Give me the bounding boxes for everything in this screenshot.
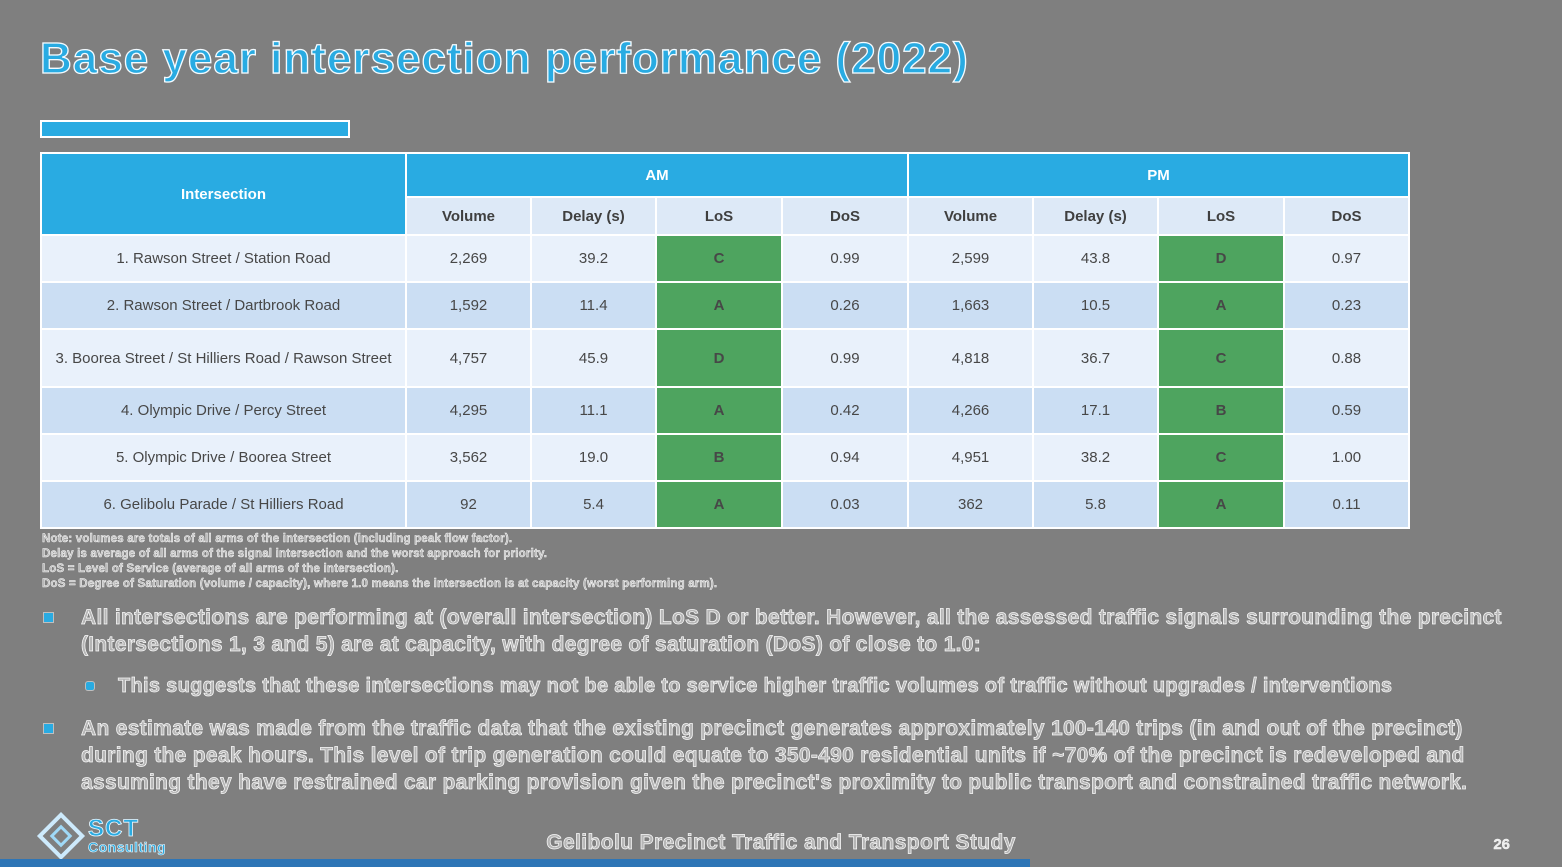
bullet-icon	[44, 724, 53, 733]
cell-pm-dos: 0.11	[1283, 480, 1411, 529]
table-row: 5. Olympic Drive / Boorea Street 3,562 1…	[40, 433, 1411, 482]
cell-pm-los: A	[1157, 480, 1286, 529]
cell-pm-dos: 0.97	[1283, 234, 1411, 283]
footnote-line: DoS = Degree of Saturation (volume / cap…	[42, 578, 718, 591]
cell-pm-volume: 2,599	[907, 234, 1035, 283]
cell-am-los: A	[655, 281, 783, 330]
footnote-line: LoS = Level of Service (average of all a…	[42, 563, 399, 576]
cell-pm-volume: 4,818	[907, 328, 1035, 388]
cell-pm-delay: 43.8	[1032, 234, 1160, 283]
cell-pm-volume: 362	[907, 480, 1035, 529]
cell-pm-delay: 38.2	[1032, 433, 1160, 482]
cell-am-los: B	[655, 433, 783, 482]
cell-am-delay: 11.4	[530, 281, 657, 330]
cell-pm-los: C	[1157, 328, 1286, 388]
cell-am-volume: 1,592	[405, 281, 532, 330]
cell-am-los: C	[655, 234, 783, 283]
cell-pm-dos: 0.88	[1283, 328, 1411, 388]
sub-bullet-icon	[86, 682, 94, 690]
cell-am-delay: 5.4	[530, 480, 657, 529]
cell-intersection: 1. Rawson Street / Station Road	[40, 234, 407, 283]
title-accent-bar	[40, 120, 350, 138]
list-item: An estimate was made from the traffic da…	[40, 715, 1532, 796]
column-header-am-los: LoS	[655, 196, 783, 236]
list-item: All intersections are performing at (ove…	[40, 604, 1532, 658]
sub-bullet-text: This suggests that these intersections m…	[118, 675, 1393, 698]
cell-am-delay: 19.0	[530, 433, 657, 482]
bullet-text: All intersections are performing at (ove…	[81, 606, 1502, 657]
cell-am-dos: 0.99	[780, 328, 910, 388]
intersection-performance-table: Intersection AM PM Volume Delay (s) LoS …	[40, 152, 1411, 529]
column-header-pm-delay: Delay (s)	[1032, 196, 1160, 236]
footnote-line: Note: volumes are totals of all arms of …	[42, 533, 513, 546]
cell-pm-delay: 5.8	[1032, 480, 1160, 529]
cell-pm-los: D	[1157, 234, 1286, 283]
logo-text: SCT Consulting	[88, 814, 167, 855]
cell-intersection: 5. Olympic Drive / Boorea Street	[40, 433, 407, 482]
footer-divider-bar	[0, 859, 1030, 867]
cell-pm-los: C	[1157, 433, 1286, 482]
cell-intersection: 3. Boorea Street / St Hilliers Road / Ra…	[40, 328, 407, 388]
column-header-pm-dos: DoS	[1283, 196, 1411, 236]
cell-am-volume: 92	[405, 480, 532, 529]
cell-pm-delay: 10.5	[1032, 281, 1160, 330]
footer-title: Gelibolu Precinct Traffic and Transport …	[546, 831, 1016, 855]
table-row: 4. Olympic Drive / Percy Street 4,295 11…	[40, 386, 1411, 435]
cell-intersection: 2. Rawson Street / Dartbrook Road	[40, 281, 407, 330]
page-title: Base year intersection performance (2022…	[39, 33, 969, 83]
table-row: 2. Rawson Street / Dartbrook Road 1,592 …	[40, 281, 1411, 330]
logo-subname: Consulting	[88, 838, 167, 855]
list-item: This suggests that these intersections m…	[40, 673, 1532, 700]
cell-am-volume: 2,269	[405, 234, 532, 283]
bullet-icon	[44, 613, 53, 622]
cell-am-delay: 39.2	[530, 234, 657, 283]
cell-pm-dos: 0.23	[1283, 281, 1411, 330]
column-header-pm-los: LoS	[1157, 196, 1286, 236]
cell-pm-los: B	[1157, 386, 1286, 435]
cell-pm-delay: 36.7	[1032, 328, 1160, 388]
footnote-line: Delay is average of all arms of the sign…	[42, 548, 548, 561]
cell-am-dos: 0.26	[780, 281, 910, 330]
bullet-list: All intersections are performing at (ove…	[40, 604, 1532, 796]
cell-am-volume: 4,295	[405, 386, 532, 435]
bullet-text: An estimate was made from the traffic da…	[81, 717, 1468, 795]
cell-am-dos: 0.42	[780, 386, 910, 435]
table-row: 1. Rawson Street / Station Road 2,269 39…	[40, 234, 1411, 283]
column-header-am-delay: Delay (s)	[530, 196, 657, 236]
cell-am-los: A	[655, 480, 783, 529]
sct-consulting-logo: SCT Consulting	[36, 811, 167, 861]
cell-am-los: A	[655, 386, 783, 435]
table-row: 3. Boorea Street / St Hilliers Road / Ra…	[40, 328, 1411, 388]
cell-am-dos: 0.03	[780, 480, 910, 529]
cell-pm-volume: 4,951	[907, 433, 1035, 482]
cell-pm-los: A	[1157, 281, 1286, 330]
column-group-am: AM	[404, 152, 910, 198]
column-header-am-dos: DoS	[780, 196, 910, 236]
table-row: 6. Gelibolu Parade / St Hilliers Road 92…	[40, 480, 1411, 529]
cell-am-delay: 45.9	[530, 328, 657, 388]
cell-pm-volume: 4,266	[907, 386, 1035, 435]
cell-pm-delay: 17.1	[1032, 386, 1160, 435]
column-header-pm-volume: Volume	[907, 196, 1035, 236]
column-header-intersection: Intersection	[40, 152, 407, 236]
cell-am-delay: 11.1	[530, 386, 657, 435]
cell-am-volume: 4,757	[405, 328, 532, 388]
column-header-am-volume: Volume	[405, 196, 532, 236]
cell-pm-dos: 0.59	[1283, 386, 1411, 435]
cell-am-volume: 3,562	[405, 433, 532, 482]
page-number: 26	[1493, 836, 1510, 853]
logo-name: SCT	[88, 814, 139, 842]
cell-intersection: 6. Gelibolu Parade / St Hilliers Road	[40, 480, 407, 529]
cell-pm-volume: 1,663	[907, 281, 1035, 330]
cell-am-los: D	[655, 328, 783, 388]
cell-am-dos: 0.94	[780, 433, 910, 482]
cell-am-dos: 0.99	[780, 234, 910, 283]
column-group-pm: PM	[907, 152, 1411, 198]
cell-pm-dos: 1.00	[1283, 433, 1411, 482]
table-footnotes: Note: volumes are totals of all arms of …	[42, 532, 1142, 592]
cell-intersection: 4. Olympic Drive / Percy Street	[40, 386, 407, 435]
